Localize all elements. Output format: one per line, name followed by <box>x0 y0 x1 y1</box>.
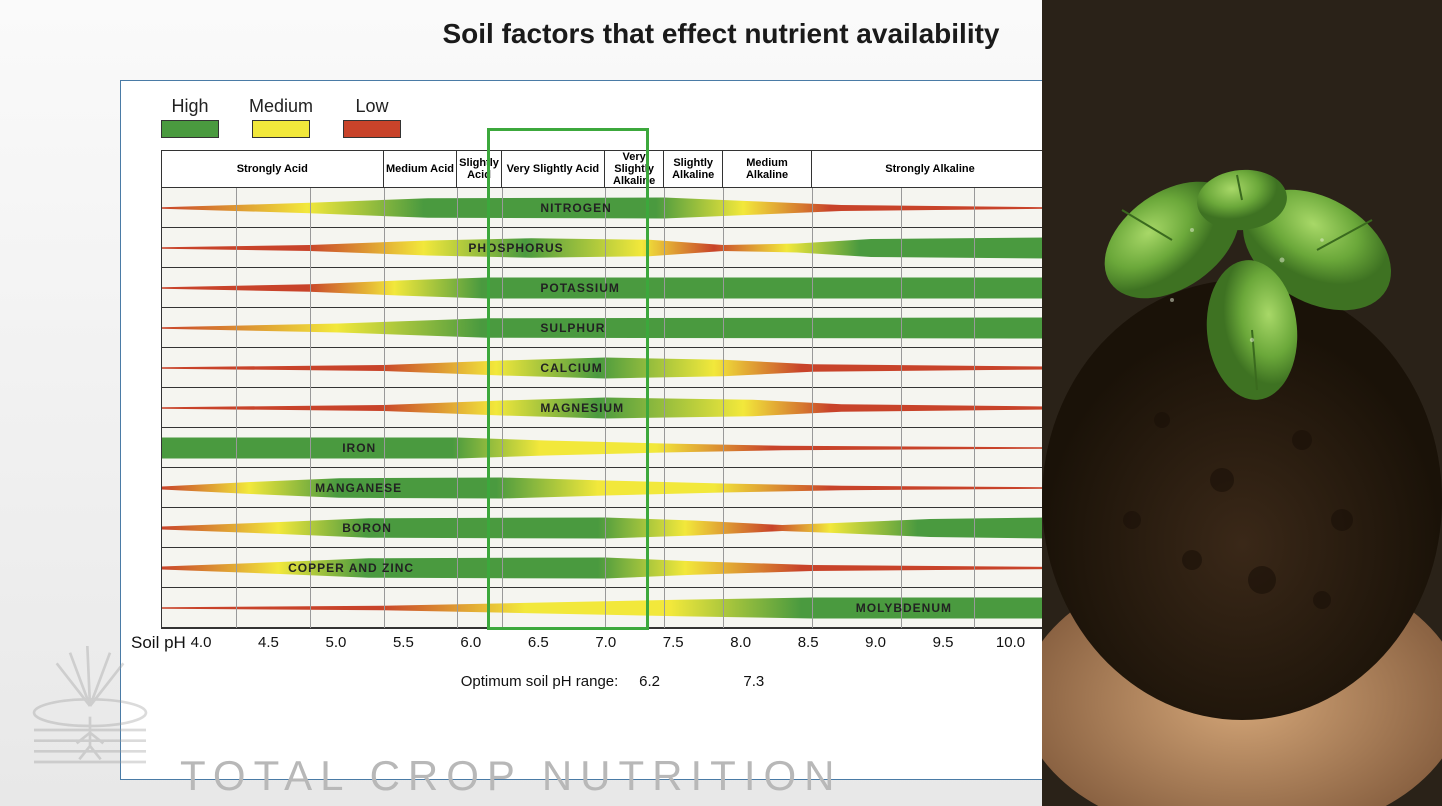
nutrient-band <box>162 233 1063 263</box>
ph-zone: Slightly Acid <box>457 151 501 187</box>
nutrient-label: COPPER AND ZINC <box>288 561 414 575</box>
nutrient-bands: NITROGEN PHOSPHORUS POTASSIUM SULPHUR CA… <box>161 188 1064 629</box>
nutrient-row: IRON <box>162 428 1063 468</box>
legend-swatch <box>161 120 219 138</box>
nutrient-row: MANGANESE <box>162 468 1063 508</box>
axis-tick: 4.5 <box>258 634 279 651</box>
nutrient-label: PHOSPHORUS <box>468 241 563 255</box>
axis-tick: 5.0 <box>325 634 346 651</box>
ph-zone: Very Slightly Acid <box>502 151 605 187</box>
nutrient-band <box>162 473 1063 503</box>
axis-tick: 6.5 <box>528 634 549 651</box>
legend-label: Medium <box>249 96 313 117</box>
nutrient-row: CALCIUM <box>162 348 1063 388</box>
brand-logo-icon <box>20 626 160 786</box>
axis-tick: 10.0 <box>996 634 1025 651</box>
nutrient-band <box>162 313 1063 343</box>
axis-tick: 7.5 <box>663 634 684 651</box>
nutrient-band <box>162 193 1063 223</box>
ph-zone-header: Strongly AcidMedium AcidSlightly AcidVer… <box>161 150 1064 188</box>
legend-item: Low <box>343 96 401 138</box>
ph-zone: Strongly Acid <box>162 151 384 187</box>
ph-zone: Strongly Alkaline <box>812 151 1048 187</box>
nutrient-row: POTASSIUM <box>162 268 1063 308</box>
legend-label: Low <box>356 96 389 117</box>
nutrient-row: MAGNESIUM <box>162 388 1063 428</box>
nutrient-row: SULPHUR <box>162 308 1063 348</box>
ph-zone: Medium Acid <box>384 151 458 187</box>
ph-zone: Medium Alkaline <box>723 151 812 187</box>
axis-tick: 8.5 <box>798 634 819 651</box>
nutrient-label: MANGANESE <box>315 481 402 495</box>
nutrient-row: COPPER AND ZINC <box>162 548 1063 588</box>
nutrient-label: CALCIUM <box>540 361 602 375</box>
nutrient-row: NITROGEN <box>162 188 1063 228</box>
legend: High Medium Low <box>121 81 1104 150</box>
chart-area: Strongly AcidMedium AcidSlightly AcidVer… <box>161 150 1064 690</box>
nutrient-label: SULPHUR <box>540 321 605 335</box>
nutrient-label: BORON <box>342 521 392 535</box>
axis-tick: 8.0 <box>730 634 751 651</box>
nutrient-label: POTASSIUM <box>540 281 619 295</box>
nutrient-band <box>162 353 1063 383</box>
nutrient-label: IRON <box>342 441 376 455</box>
legend-swatch <box>252 120 310 138</box>
legend-item: High <box>161 96 219 138</box>
axis-tick: 9.0 <box>865 634 886 651</box>
axis-tick: 4.0 <box>191 634 212 651</box>
brand-text: TOTAL CROP NUTRITION <box>180 752 842 800</box>
chart-frame: HighMediumLow Strongly AcidMedium AcidSl… <box>120 80 1105 780</box>
axis-tick: 9.5 <box>933 634 954 651</box>
ph-axis: Soil pH 4.04.55.05.56.06.57.07.58.08.59.… <box>201 629 1024 659</box>
nutrient-label: NITROGEN <box>540 201 611 215</box>
nutrient-band <box>162 513 1063 543</box>
axis-tick: 6.0 <box>460 634 481 651</box>
legend-swatch <box>343 120 401 138</box>
nutrient-row: BORON <box>162 508 1063 548</box>
axis-tick: 5.5 <box>393 634 414 651</box>
legend-item: Medium <box>249 96 313 138</box>
optimum-label: Optimum soil pH range: 6.2 7.3 <box>161 673 1064 690</box>
ph-zone: Slightly Alkaline <box>664 151 723 187</box>
axis-tick: 7.0 <box>595 634 616 651</box>
nutrient-row: PHOSPHORUS <box>162 228 1063 268</box>
nutrient-band <box>162 433 1063 463</box>
side-photo <box>1042 0 1442 806</box>
nutrient-row: MOLYBDENUM <box>162 588 1063 628</box>
ph-zone: Very Slightly Alkaline <box>605 151 664 187</box>
nutrient-label: MOLYBDENUM <box>856 601 952 615</box>
nutrient-label: MAGNESIUM <box>540 401 624 415</box>
legend-label: High <box>171 96 208 117</box>
